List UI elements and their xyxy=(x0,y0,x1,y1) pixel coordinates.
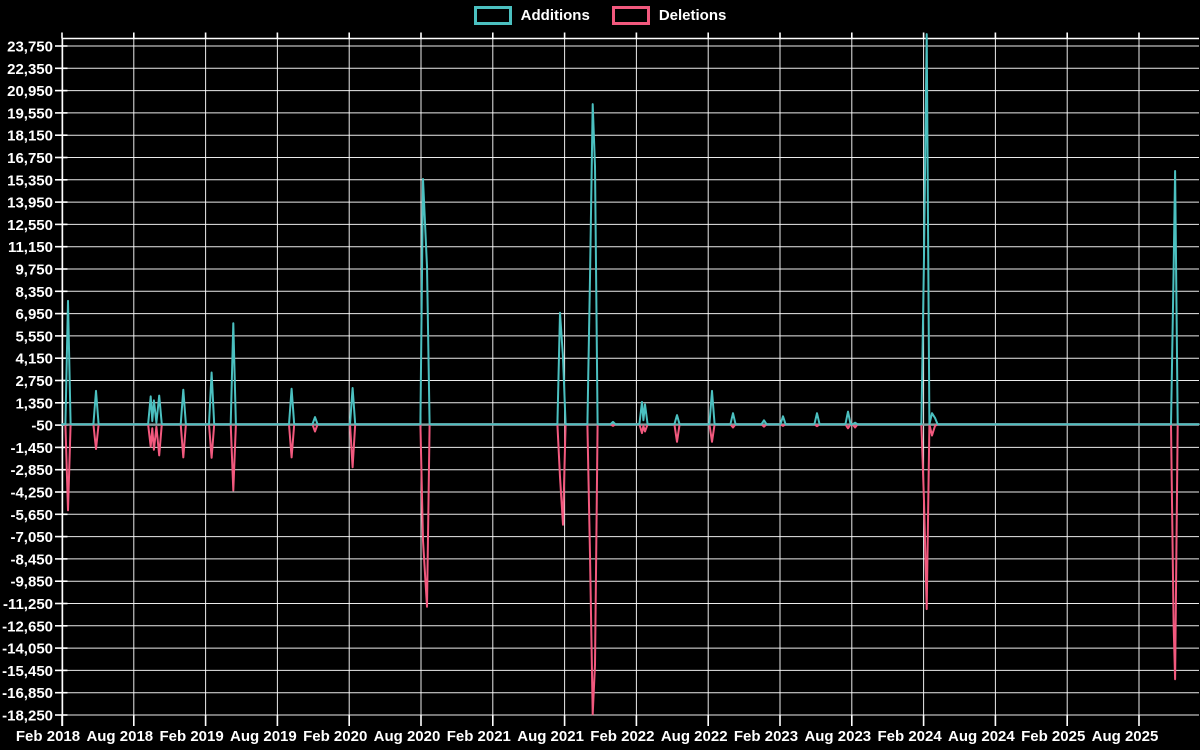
y-tick-label: 4,150 xyxy=(15,351,53,368)
y-tick-label: -4,250 xyxy=(10,485,53,502)
y-tick-label: -15,450 xyxy=(2,663,53,680)
legend-item-additions[interactable]: Additions xyxy=(473,6,590,25)
y-tick-label: -9,850 xyxy=(10,574,53,591)
deletions-swatch xyxy=(611,6,650,25)
additions-line xyxy=(61,33,1200,426)
deletions-legend-label: Deletions xyxy=(658,7,727,24)
y-tick-label: -1,450 xyxy=(10,440,53,457)
legend-item-deletions[interactable]: Deletions xyxy=(611,6,727,25)
y-tick-label: -14,050 xyxy=(2,641,53,658)
y-tick-label: 22,350 xyxy=(7,61,53,78)
x-tick-label: Feb 2023 xyxy=(734,728,798,745)
y-tick-label: 19,550 xyxy=(7,105,53,122)
y-tick-label: -2,850 xyxy=(10,462,53,479)
y-tick-label: 5,550 xyxy=(15,328,53,345)
y-tick-label: -11,250 xyxy=(3,596,53,613)
y-tick-label: 6,950 xyxy=(15,306,53,323)
y-tick-label: -7,050 xyxy=(10,529,53,546)
y-tick-label: 12,550 xyxy=(7,217,53,234)
chart-legend: Additions Deletions xyxy=(0,6,1200,25)
y-tick-label: 20,950 xyxy=(7,83,53,100)
x-tick-label: Aug 2023 xyxy=(804,728,871,745)
x-tick-label: Feb 2018 xyxy=(16,728,80,745)
x-tick-label: Feb 2022 xyxy=(590,728,654,745)
x-tick-label: Aug 2025 xyxy=(1092,728,1159,745)
additions-legend-label: Additions xyxy=(520,7,590,24)
y-tick-label: 9,750 xyxy=(15,262,53,279)
x-tick-label: Aug 2020 xyxy=(374,728,441,745)
y-tick-label: -5,650 xyxy=(10,507,53,524)
y-tick-label: 15,350 xyxy=(7,172,53,189)
y-tick-label: -18,250 xyxy=(2,708,53,725)
x-tick-label: Feb 2025 xyxy=(1021,728,1085,745)
x-tick-label: Aug 2024 xyxy=(948,728,1015,745)
y-tick-label: 1,350 xyxy=(15,395,53,412)
y-tick-label: 18,150 xyxy=(7,128,53,145)
y-tick-label: 23,750 xyxy=(7,39,53,56)
y-tick-label: 2,750 xyxy=(15,373,53,390)
x-tick-label: Aug 2018 xyxy=(86,728,153,745)
additions-swatch xyxy=(473,6,512,25)
y-tick-label: 13,950 xyxy=(7,195,53,212)
y-tick-label: -50 xyxy=(31,418,53,435)
x-tick-label: Feb 2020 xyxy=(303,728,367,745)
x-tick-label: Aug 2022 xyxy=(661,728,728,745)
y-tick-label: -12,650 xyxy=(2,618,53,635)
y-tick-label: 8,350 xyxy=(15,284,53,301)
x-tick-label: Feb 2024 xyxy=(877,728,942,745)
x-tick-label: Feb 2019 xyxy=(159,728,223,745)
y-tick-label: -16,850 xyxy=(2,685,53,702)
y-tick-label: -8,450 xyxy=(10,551,53,568)
x-tick-label: Aug 2021 xyxy=(517,728,584,745)
y-tick-label: 16,750 xyxy=(7,150,53,167)
x-tick-label: Feb 2021 xyxy=(447,728,511,745)
y-tick-label: 11,150 xyxy=(8,239,53,256)
x-tick-label: Aug 2019 xyxy=(230,728,297,745)
